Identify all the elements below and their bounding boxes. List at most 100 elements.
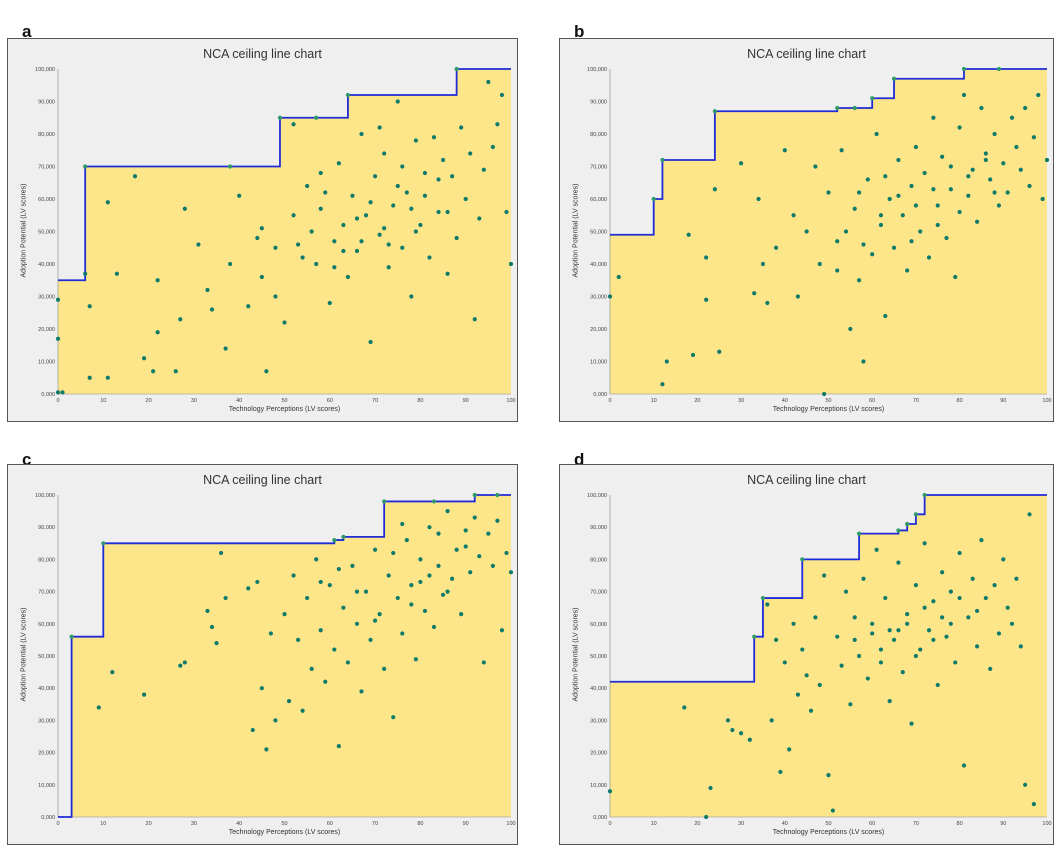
data-point bbox=[223, 595, 228, 601]
data-point bbox=[1009, 115, 1015, 120]
data-point bbox=[874, 131, 879, 137]
y-tick-label: 50,000 bbox=[38, 654, 55, 660]
data-point bbox=[214, 641, 219, 646]
data-point bbox=[459, 612, 464, 617]
ceiling-point bbox=[800, 557, 805, 562]
data-point bbox=[795, 692, 801, 697]
data-point bbox=[386, 265, 391, 270]
chart-svg: 0,000 10,000 20,000 30,000 40,000 50,000 60,00… bbox=[587, 492, 1052, 827]
data-point bbox=[382, 151, 387, 156]
ceiling-line bbox=[58, 494, 511, 818]
y-tick-label: 40,000 bbox=[38, 262, 55, 268]
y-tick-label: 0,000 bbox=[41, 815, 55, 821]
ceiling-point bbox=[891, 76, 897, 81]
data-point bbox=[273, 245, 278, 250]
data-point bbox=[1005, 605, 1010, 610]
data-point bbox=[739, 161, 744, 166]
data-point bbox=[332, 239, 337, 244]
ceiling-point bbox=[101, 541, 106, 546]
data-point bbox=[481, 660, 486, 665]
data-point bbox=[865, 177, 870, 182]
data-point bbox=[486, 531, 491, 536]
x-tick-label: 90 bbox=[463, 821, 469, 827]
data-point bbox=[427, 525, 432, 530]
y-tick-label: 80,000 bbox=[590, 132, 607, 138]
x-tick-label: 40 bbox=[782, 821, 788, 827]
y-tick-label: 60,000 bbox=[38, 197, 55, 203]
data-point bbox=[336, 161, 341, 166]
data-point bbox=[957, 209, 962, 215]
data-point bbox=[359, 689, 364, 694]
data-point bbox=[418, 579, 423, 585]
feasible-area bbox=[610, 69, 1047, 394]
data-point bbox=[760, 261, 766, 267]
data-point bbox=[935, 203, 940, 208]
y-tick-label: 70,000 bbox=[590, 590, 607, 596]
feasible-area bbox=[58, 69, 511, 394]
data-point bbox=[887, 698, 892, 704]
x-tick-label: 80 bbox=[417, 398, 423, 404]
data-point bbox=[391, 715, 396, 720]
data-point bbox=[105, 375, 110, 380]
panel-letter: a bbox=[22, 22, 32, 41]
data-point bbox=[878, 647, 884, 652]
feasible-area bbox=[610, 495, 1047, 817]
data-point bbox=[400, 164, 405, 169]
ceiling-point bbox=[905, 521, 910, 527]
data-point bbox=[440, 592, 446, 597]
data-point bbox=[922, 605, 927, 610]
data-point bbox=[883, 595, 888, 601]
data-point bbox=[409, 602, 414, 607]
data-point bbox=[400, 245, 405, 250]
data-point bbox=[445, 209, 450, 215]
data-point bbox=[870, 621, 875, 626]
data-point bbox=[1044, 157, 1050, 163]
data-point bbox=[992, 131, 997, 137]
chart-panel: NCA ceiling line chart 0,000 10,000 20,000 3… bbox=[7, 38, 518, 422]
data-point bbox=[468, 151, 473, 156]
y-tick-label: 70,000 bbox=[590, 165, 607, 171]
x-axis-label: Technology Perceptions (LV scores) bbox=[228, 406, 341, 413]
panel-letter: d bbox=[574, 450, 585, 469]
data-point bbox=[341, 605, 346, 610]
data-point bbox=[913, 583, 918, 588]
data-point bbox=[223, 346, 228, 351]
data-point bbox=[935, 222, 940, 228]
data-point bbox=[309, 229, 314, 234]
data-point bbox=[712, 187, 717, 192]
ceiling-point bbox=[314, 115, 319, 120]
x-tick-label: 40 bbox=[236, 398, 242, 404]
data-point bbox=[268, 631, 274, 636]
data-point bbox=[1040, 196, 1045, 202]
data-point bbox=[413, 229, 418, 234]
data-point bbox=[970, 576, 975, 581]
data-point bbox=[953, 274, 958, 280]
y-tick-label: 80,000 bbox=[38, 557, 55, 563]
data-point bbox=[110, 670, 115, 675]
data-point bbox=[808, 708, 814, 713]
data-point bbox=[413, 657, 418, 662]
data-point bbox=[970, 167, 975, 172]
ceiling-point bbox=[896, 528, 901, 533]
data-point bbox=[787, 747, 792, 752]
data-point bbox=[848, 326, 853, 332]
data-point bbox=[918, 647, 923, 652]
data-point bbox=[295, 242, 301, 247]
x-tick-label: 0 bbox=[608, 821, 611, 827]
y-axis-label: Adoption Potential (LV scores) bbox=[572, 182, 580, 278]
data-point bbox=[791, 213, 796, 218]
data-point bbox=[350, 193, 355, 198]
data-point bbox=[499, 628, 505, 633]
data-point bbox=[905, 268, 910, 273]
x-tick-label: 60 bbox=[327, 821, 333, 827]
data-point bbox=[913, 653, 918, 659]
y-axis-label: Adoption Potential (LV scores) bbox=[20, 607, 28, 702]
data-point bbox=[817, 261, 822, 267]
data-point bbox=[704, 814, 709, 820]
data-point bbox=[273, 294, 278, 299]
ceiling-point bbox=[760, 595, 766, 601]
data-point bbox=[1023, 105, 1028, 111]
y-tick-label: 0,000 bbox=[593, 815, 607, 821]
data-point bbox=[778, 769, 783, 775]
chart-title: NCA ceiling line chart bbox=[747, 473, 866, 487]
